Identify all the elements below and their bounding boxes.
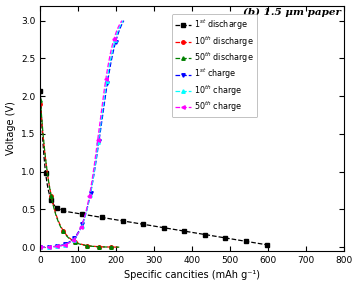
Line: 1$^{st}$ discharge: 1$^{st}$ discharge — [39, 89, 270, 247]
10$^{th}$ charge — [108, 60, 112, 63]
1$^{st}$ discharge — [201, 233, 205, 236]
1$^{st}$ discharge — [229, 237, 234, 241]
Y-axis label: Voltage (V): Voltage (V) — [6, 101, 15, 155]
10$^{th}$ charge — [38, 246, 43, 249]
50$^{th}$ charge — [87, 197, 91, 200]
10$^{th}$ charge — [38, 245, 43, 249]
1$^{st}$ charge — [89, 187, 93, 190]
10$^{th}$ discharge — [38, 102, 43, 106]
1$^{st}$ charge — [122, 19, 126, 22]
1$^{st}$ discharge — [38, 89, 43, 93]
1$^{st}$ charge — [108, 62, 113, 65]
1$^{st}$ charge — [88, 195, 92, 199]
1$^{st}$ charge — [38, 245, 43, 249]
1$^{st}$ discharge — [166, 227, 171, 230]
1$^{st}$ discharge — [266, 243, 270, 247]
X-axis label: Specific cancities (mAh g⁻¹): Specific cancities (mAh g⁻¹) — [124, 271, 260, 281]
Legend: 1$^{st}$ discharge, 10$^{th}$ discharge, 50$^{th}$ discharge, 1$^{st}$ charge, 1: 1$^{st}$ discharge, 10$^{th}$ discharge,… — [172, 15, 257, 118]
Line: 10$^{th}$ discharge: 10$^{th}$ discharge — [39, 102, 122, 249]
50$^{th}$ discharge — [117, 245, 121, 249]
1$^{st}$ charge — [38, 246, 43, 249]
50$^{th}$ discharge — [38, 98, 43, 102]
50$^{th}$ charge — [87, 198, 91, 201]
1$^{st}$ discharge — [245, 240, 250, 243]
50$^{th}$ discharge — [42, 139, 46, 143]
10$^{th}$ charge — [121, 19, 125, 22]
50$^{th}$ discharge — [87, 244, 91, 248]
1$^{st}$ discharge — [54, 205, 58, 209]
50$^{th}$ discharge — [40, 126, 45, 130]
Line: 50$^{th}$ discharge: 50$^{th}$ discharge — [39, 98, 121, 249]
10$^{th}$ discharge — [118, 245, 122, 249]
50$^{th}$ charge — [38, 246, 43, 249]
1$^{st}$ charge — [114, 39, 118, 42]
50$^{th}$ charge — [112, 36, 116, 40]
50$^{th}$ charge — [88, 189, 92, 193]
Line: 10$^{th}$ charge: 10$^{th}$ charge — [39, 19, 125, 249]
50$^{th}$ charge — [38, 246, 43, 249]
10$^{th}$ discharge — [42, 141, 46, 145]
Line: 50$^{th}$ charge: 50$^{th}$ charge — [39, 19, 124, 249]
1$^{st}$ charge — [88, 194, 92, 198]
Line: 1$^{st}$ charge: 1$^{st}$ charge — [39, 19, 126, 249]
50$^{th}$ charge — [107, 58, 111, 62]
50$^{th}$ charge — [120, 19, 124, 22]
1$^{st}$ discharge — [91, 214, 95, 218]
10$^{th}$ charge — [87, 196, 92, 200]
50$^{th}$ discharge — [59, 226, 63, 230]
10$^{th}$ charge — [89, 189, 93, 193]
50$^{th}$ discharge — [98, 245, 102, 249]
10$^{th}$ charge — [87, 198, 91, 201]
10$^{th}$ discharge — [40, 129, 45, 132]
10$^{th}$ discharge — [47, 182, 51, 185]
10$^{th}$ charge — [113, 37, 117, 41]
Text: (b) 1.5 μm paper: (b) 1.5 μm paper — [243, 8, 341, 17]
10$^{th}$ discharge — [59, 226, 63, 229]
10$^{th}$ discharge — [87, 244, 92, 248]
50$^{th}$ discharge — [47, 181, 51, 185]
10$^{th}$ discharge — [99, 245, 103, 249]
